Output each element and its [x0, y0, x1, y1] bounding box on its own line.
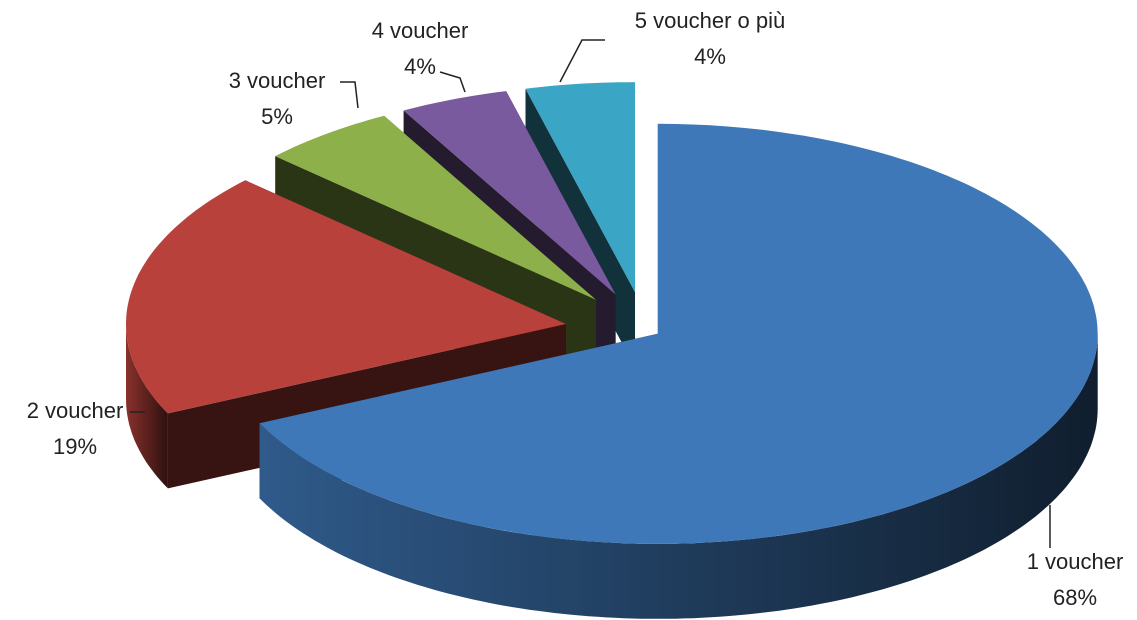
- slice-label: 5 voucher o più: [635, 8, 785, 33]
- slice-label: 3 voucher: [229, 68, 326, 93]
- slice-value-label: 68%: [1053, 585, 1097, 610]
- leader-line: [439, 71, 466, 93]
- slice-label: 2 voucher: [27, 398, 124, 423]
- slice-wall: [259, 333, 1098, 619]
- slice-wall: [126, 324, 168, 489]
- leader-line: [340, 81, 359, 109]
- slice: [259, 123, 1098, 619]
- slice-top: [275, 115, 596, 300]
- slice-value-label: 4%: [404, 54, 436, 79]
- slice-label: 4 voucher: [372, 18, 469, 43]
- slice-top: [403, 91, 616, 295]
- slice-top: [525, 82, 635, 293]
- slice-top: [259, 123, 1098, 544]
- slice-value-label: 19%: [53, 434, 97, 459]
- slice-label: 1 voucher: [1027, 549, 1124, 574]
- slice-value-label: 4%: [694, 44, 726, 69]
- slice-top: [126, 180, 566, 414]
- leader-line: [559, 39, 605, 83]
- slice-value-label: 5%: [261, 104, 293, 129]
